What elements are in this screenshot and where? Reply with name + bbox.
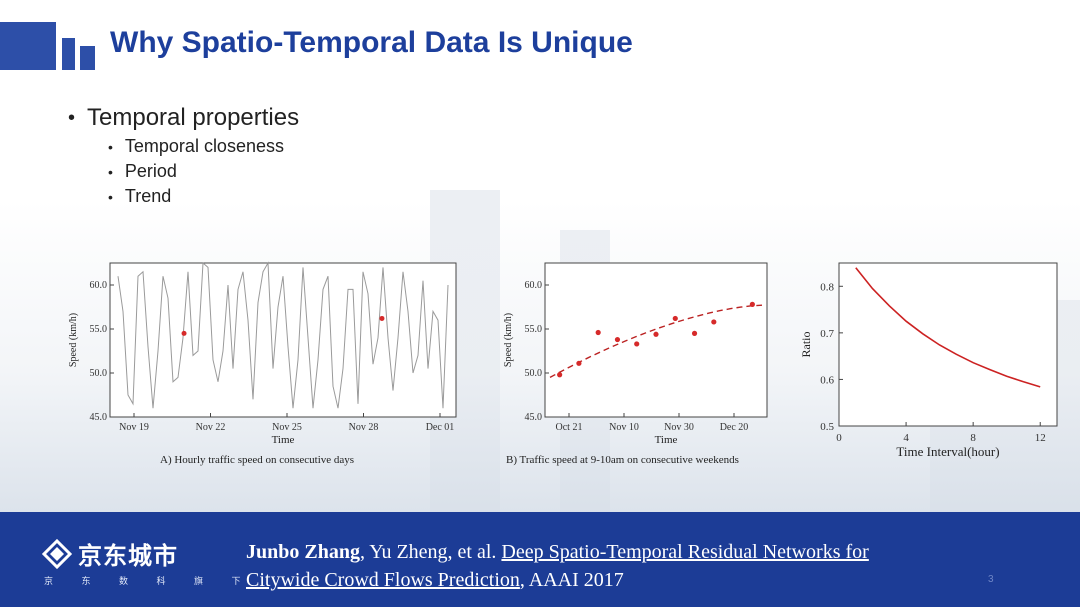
y-tick-label: 60.0 [525, 280, 543, 291]
trend-line [549, 304, 763, 379]
y-tick-label: 0.8 [820, 281, 834, 293]
citation-paper-link-line2[interactable]: Citywide Crowd Flows Prediction [246, 569, 520, 591]
data-point [595, 329, 601, 336]
x-tick-label: Nov 30 [664, 422, 694, 433]
sub-bullet-item: • Trend [108, 186, 172, 206]
citation-lead-author: Junbo Zhang [246, 541, 360, 563]
x-tick-label: 8 [970, 432, 976, 444]
bullet-list: • Temporal properties • Temporal closeness… [68, 104, 299, 207]
data-point [711, 319, 717, 325]
footer-bar [0, 512, 1080, 607]
x-tick-label: Nov 28 [349, 422, 379, 433]
series-line [855, 267, 1041, 388]
data-point [749, 301, 755, 307]
bullet-item: • Temporal properties [68, 104, 300, 131]
y-tick-label: 50.0 [90, 368, 108, 379]
y-tick-label: 55.0 [525, 324, 543, 335]
y-tick-label: 45.0 [90, 412, 108, 423]
chart-hourly-speed: 45.0 50.0 55.0 60.0 Nov 19 Nov 22 Nov 25 Nov 28… [68, 261, 457, 446]
data-point [653, 331, 659, 337]
plot-frame [109, 262, 457, 418]
data-point [181, 330, 187, 336]
data-point [634, 341, 640, 347]
x-tick-label: 0 [836, 432, 842, 444]
x-tick-label: Dec 20 [720, 422, 749, 433]
header-decoration [80, 46, 95, 70]
chart-b-caption: B) Traffic speed at 9-10am on consecutiv… [506, 454, 739, 466]
y-axis-label: Ratio [799, 332, 813, 358]
x-axis-label: Time [655, 434, 678, 446]
sub-bullet-text: Temporal closeness [124, 136, 284, 156]
y-tick-label: 45.0 [525, 412, 543, 423]
data-point [379, 315, 385, 321]
y-tick-label: 60.0 [90, 280, 108, 291]
plot-frame [838, 262, 1058, 427]
y-tick-label: 0.6 [820, 374, 834, 386]
data-point [614, 336, 621, 343]
y-axis-label: Speed (km/h) [68, 313, 79, 367]
x-axis-label: Time Interval(hour) [896, 444, 999, 459]
x-tick-label: Nov 19 [119, 422, 149, 433]
brand-name: 京东城市 [78, 543, 178, 570]
sub-bullet-item: • Period [108, 161, 177, 181]
data-point [691, 330, 698, 336]
plot-frame [544, 262, 768, 418]
header-decoration [0, 22, 56, 70]
x-tick-label: Dec 01 [426, 422, 455, 433]
sub-bullet-text: Period [124, 161, 177, 181]
brand-mark-icon [42, 538, 72, 569]
y-tick-label: 0.7 [820, 328, 834, 340]
page-number: 3 [988, 574, 994, 585]
slide-title: Why Spatio-Temporal Data Is Unique [110, 26, 633, 59]
chart-ratio-decay: 0.5 0.6 0.7 0.8 0 4 8 12 Time Interval(hour) Rati… [799, 262, 1058, 459]
x-tick-label: Nov 25 [272, 422, 302, 433]
sub-bullet-text: Trend [124, 186, 172, 206]
y-tick-label: 0.5 [820, 421, 834, 433]
y-tick-label: 50.0 [525, 368, 543, 379]
x-tick-label: Nov 10 [609, 422, 639, 433]
bullet-text: Temporal properties [87, 104, 300, 131]
citation-paper-link-line1[interactable]: Deep Spatio-Temporal Residual Networks f… [501, 541, 869, 563]
x-tick-label: 12 [1035, 432, 1046, 444]
x-tick-label: 4 [903, 432, 909, 444]
sub-bullet-item: • Temporal closeness [108, 136, 284, 156]
citation-venue: , AAAI 2017 [519, 569, 624, 591]
series-line [117, 261, 449, 409]
x-axis-label: Time [272, 434, 295, 446]
data-point [672, 315, 678, 322]
x-tick-label: Nov 22 [196, 422, 226, 433]
chart-weekend-speed: 45.0 50.0 55.0 60.0 Oct 21 Nov 10 Nov 30 Dec 20… [503, 262, 768, 446]
header-decoration [62, 38, 75, 70]
y-tick-label: 55.0 [90, 324, 108, 335]
citation: Junbo Zhang, Yu Zheng, et al. Deep Spati… [246, 538, 1006, 594]
data-point [557, 372, 563, 378]
brand-logo: 京东城市 [42, 536, 178, 571]
x-tick-label: Oct 21 [556, 422, 583, 433]
brand-subtitle: 京 东 数 科 旗 下 [44, 576, 254, 586]
chart-a-caption: A) Hourly traffic speed on consecutive d… [160, 454, 355, 466]
citation-other-authors: , Yu Zheng, et al. [359, 541, 502, 563]
y-axis-label: Speed (km/h) [503, 313, 514, 367]
data-point [576, 360, 582, 366]
